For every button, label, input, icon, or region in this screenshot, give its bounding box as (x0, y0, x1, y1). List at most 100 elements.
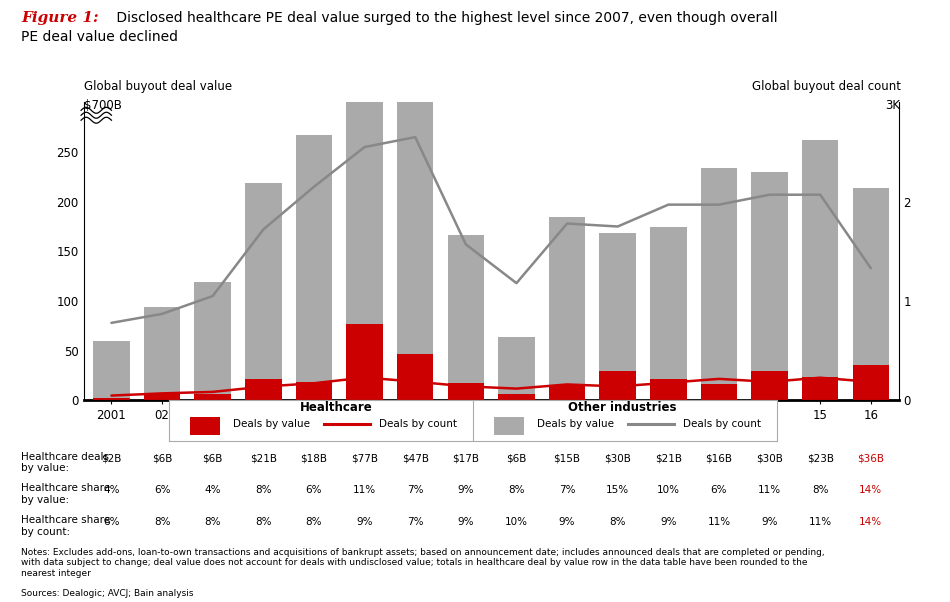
Text: 8%: 8% (154, 517, 170, 527)
Bar (599, 234, 636, 400)
Text: 6%: 6% (306, 485, 322, 495)
Text: $77B: $77B (352, 453, 378, 464)
Text: 8%: 8% (508, 485, 524, 495)
Text: Notes: Excludes add-ons, loan-to-own transactions and acquisitions of bankrupt a: Notes: Excludes add-ons, loan-to-own tra… (21, 548, 825, 578)
Text: 4%: 4% (104, 485, 120, 495)
Bar (498, 394, 535, 400)
Bar (447, 383, 484, 400)
Text: Disclosed healthcare PE deal value surged to the highest level since 2007, even : Disclosed healthcare PE deal value surge… (112, 11, 778, 25)
Text: 6%: 6% (104, 517, 120, 527)
Text: 9%: 9% (458, 485, 474, 495)
Text: 11%: 11% (353, 485, 376, 495)
Text: $23B: $23B (807, 453, 834, 464)
Text: Healthcare share
by count:: Healthcare share by count: (21, 515, 110, 537)
Text: 8%: 8% (256, 485, 272, 495)
Text: $6B: $6B (202, 453, 223, 464)
Bar (347, 324, 383, 400)
Text: 15%: 15% (606, 485, 629, 495)
Text: 9%: 9% (356, 517, 372, 527)
Bar (397, 353, 433, 400)
Bar (802, 140, 839, 400)
Text: 10%: 10% (656, 485, 680, 495)
Bar (751, 172, 788, 400)
Text: 4%: 4% (204, 485, 221, 495)
Text: $30B: $30B (604, 453, 631, 464)
Bar (549, 217, 585, 400)
Text: $16B: $16B (706, 453, 732, 464)
Text: Deals by count: Deals by count (683, 419, 761, 429)
Text: 8%: 8% (256, 517, 272, 527)
Text: $17B: $17B (452, 453, 480, 464)
Bar (190, 417, 219, 435)
Text: PE deal value declined: PE deal value declined (21, 30, 178, 44)
Text: 9%: 9% (458, 517, 474, 527)
Text: Global buyout deal value: Global buyout deal value (84, 80, 232, 93)
Bar (295, 135, 332, 400)
Text: 7%: 7% (559, 485, 576, 495)
Bar (853, 365, 889, 400)
Bar (650, 226, 687, 400)
Bar (93, 341, 129, 400)
Text: 8%: 8% (204, 517, 221, 527)
Bar (853, 188, 889, 400)
Bar (498, 337, 535, 400)
Text: $6B: $6B (506, 453, 526, 464)
Text: 8%: 8% (306, 517, 322, 527)
Text: 7%: 7% (407, 485, 424, 495)
Text: $21B: $21B (250, 453, 276, 464)
Text: 11%: 11% (758, 485, 781, 495)
Text: Other industries: Other industries (568, 400, 676, 414)
Bar (549, 385, 585, 400)
Text: 14%: 14% (860, 517, 883, 527)
Bar (751, 370, 788, 400)
Bar (599, 370, 636, 400)
Text: $700B: $700B (84, 99, 122, 113)
Bar (245, 183, 281, 400)
Text: Figure 1:: Figure 1: (21, 11, 99, 25)
Text: $21B: $21B (655, 453, 682, 464)
Text: Deals by value: Deals by value (233, 419, 310, 429)
Text: 14%: 14% (860, 485, 883, 495)
Text: 6%: 6% (154, 485, 170, 495)
Text: Global buyout deal count: Global buyout deal count (751, 80, 901, 93)
Text: 11%: 11% (708, 517, 731, 527)
Bar (93, 399, 129, 400)
Bar (143, 307, 180, 400)
Bar (650, 379, 687, 400)
Text: Sources: Dealogic; AVCJ; Bain analysis: Sources: Dealogic; AVCJ; Bain analysis (21, 589, 194, 598)
Text: 6%: 6% (711, 485, 727, 495)
Bar (701, 385, 737, 400)
Text: 8%: 8% (812, 485, 828, 495)
Text: 11%: 11% (808, 517, 832, 527)
Text: 3K: 3K (885, 99, 901, 113)
Text: 9%: 9% (761, 517, 778, 527)
Bar (397, 102, 433, 400)
Bar (701, 168, 737, 400)
Text: 9%: 9% (660, 517, 676, 527)
Text: $6B: $6B (152, 453, 172, 464)
Text: $30B: $30B (756, 453, 783, 464)
Bar (347, 102, 383, 400)
Bar (195, 282, 231, 400)
Text: Healthcare: Healthcare (300, 400, 372, 414)
Bar (494, 417, 523, 435)
Text: Deals by value: Deals by value (537, 419, 614, 429)
Text: $36B: $36B (857, 453, 884, 464)
Text: $47B: $47B (402, 453, 428, 464)
Text: $18B: $18B (300, 453, 328, 464)
Text: 9%: 9% (559, 517, 576, 527)
Text: $15B: $15B (554, 453, 580, 464)
Bar (295, 382, 332, 400)
Bar (245, 379, 281, 400)
Text: Healthcare deals
by value:: Healthcare deals by value: (21, 452, 109, 473)
Bar (447, 235, 484, 400)
Text: 8%: 8% (610, 517, 626, 527)
Text: 7%: 7% (407, 517, 424, 527)
Text: $2B: $2B (102, 453, 122, 464)
Bar (143, 394, 180, 400)
Text: Healthcare share
by value:: Healthcare share by value: (21, 483, 110, 505)
Bar (195, 394, 231, 400)
Text: Deals by count: Deals by count (379, 419, 457, 429)
Bar (802, 377, 839, 400)
Text: 10%: 10% (505, 517, 528, 527)
